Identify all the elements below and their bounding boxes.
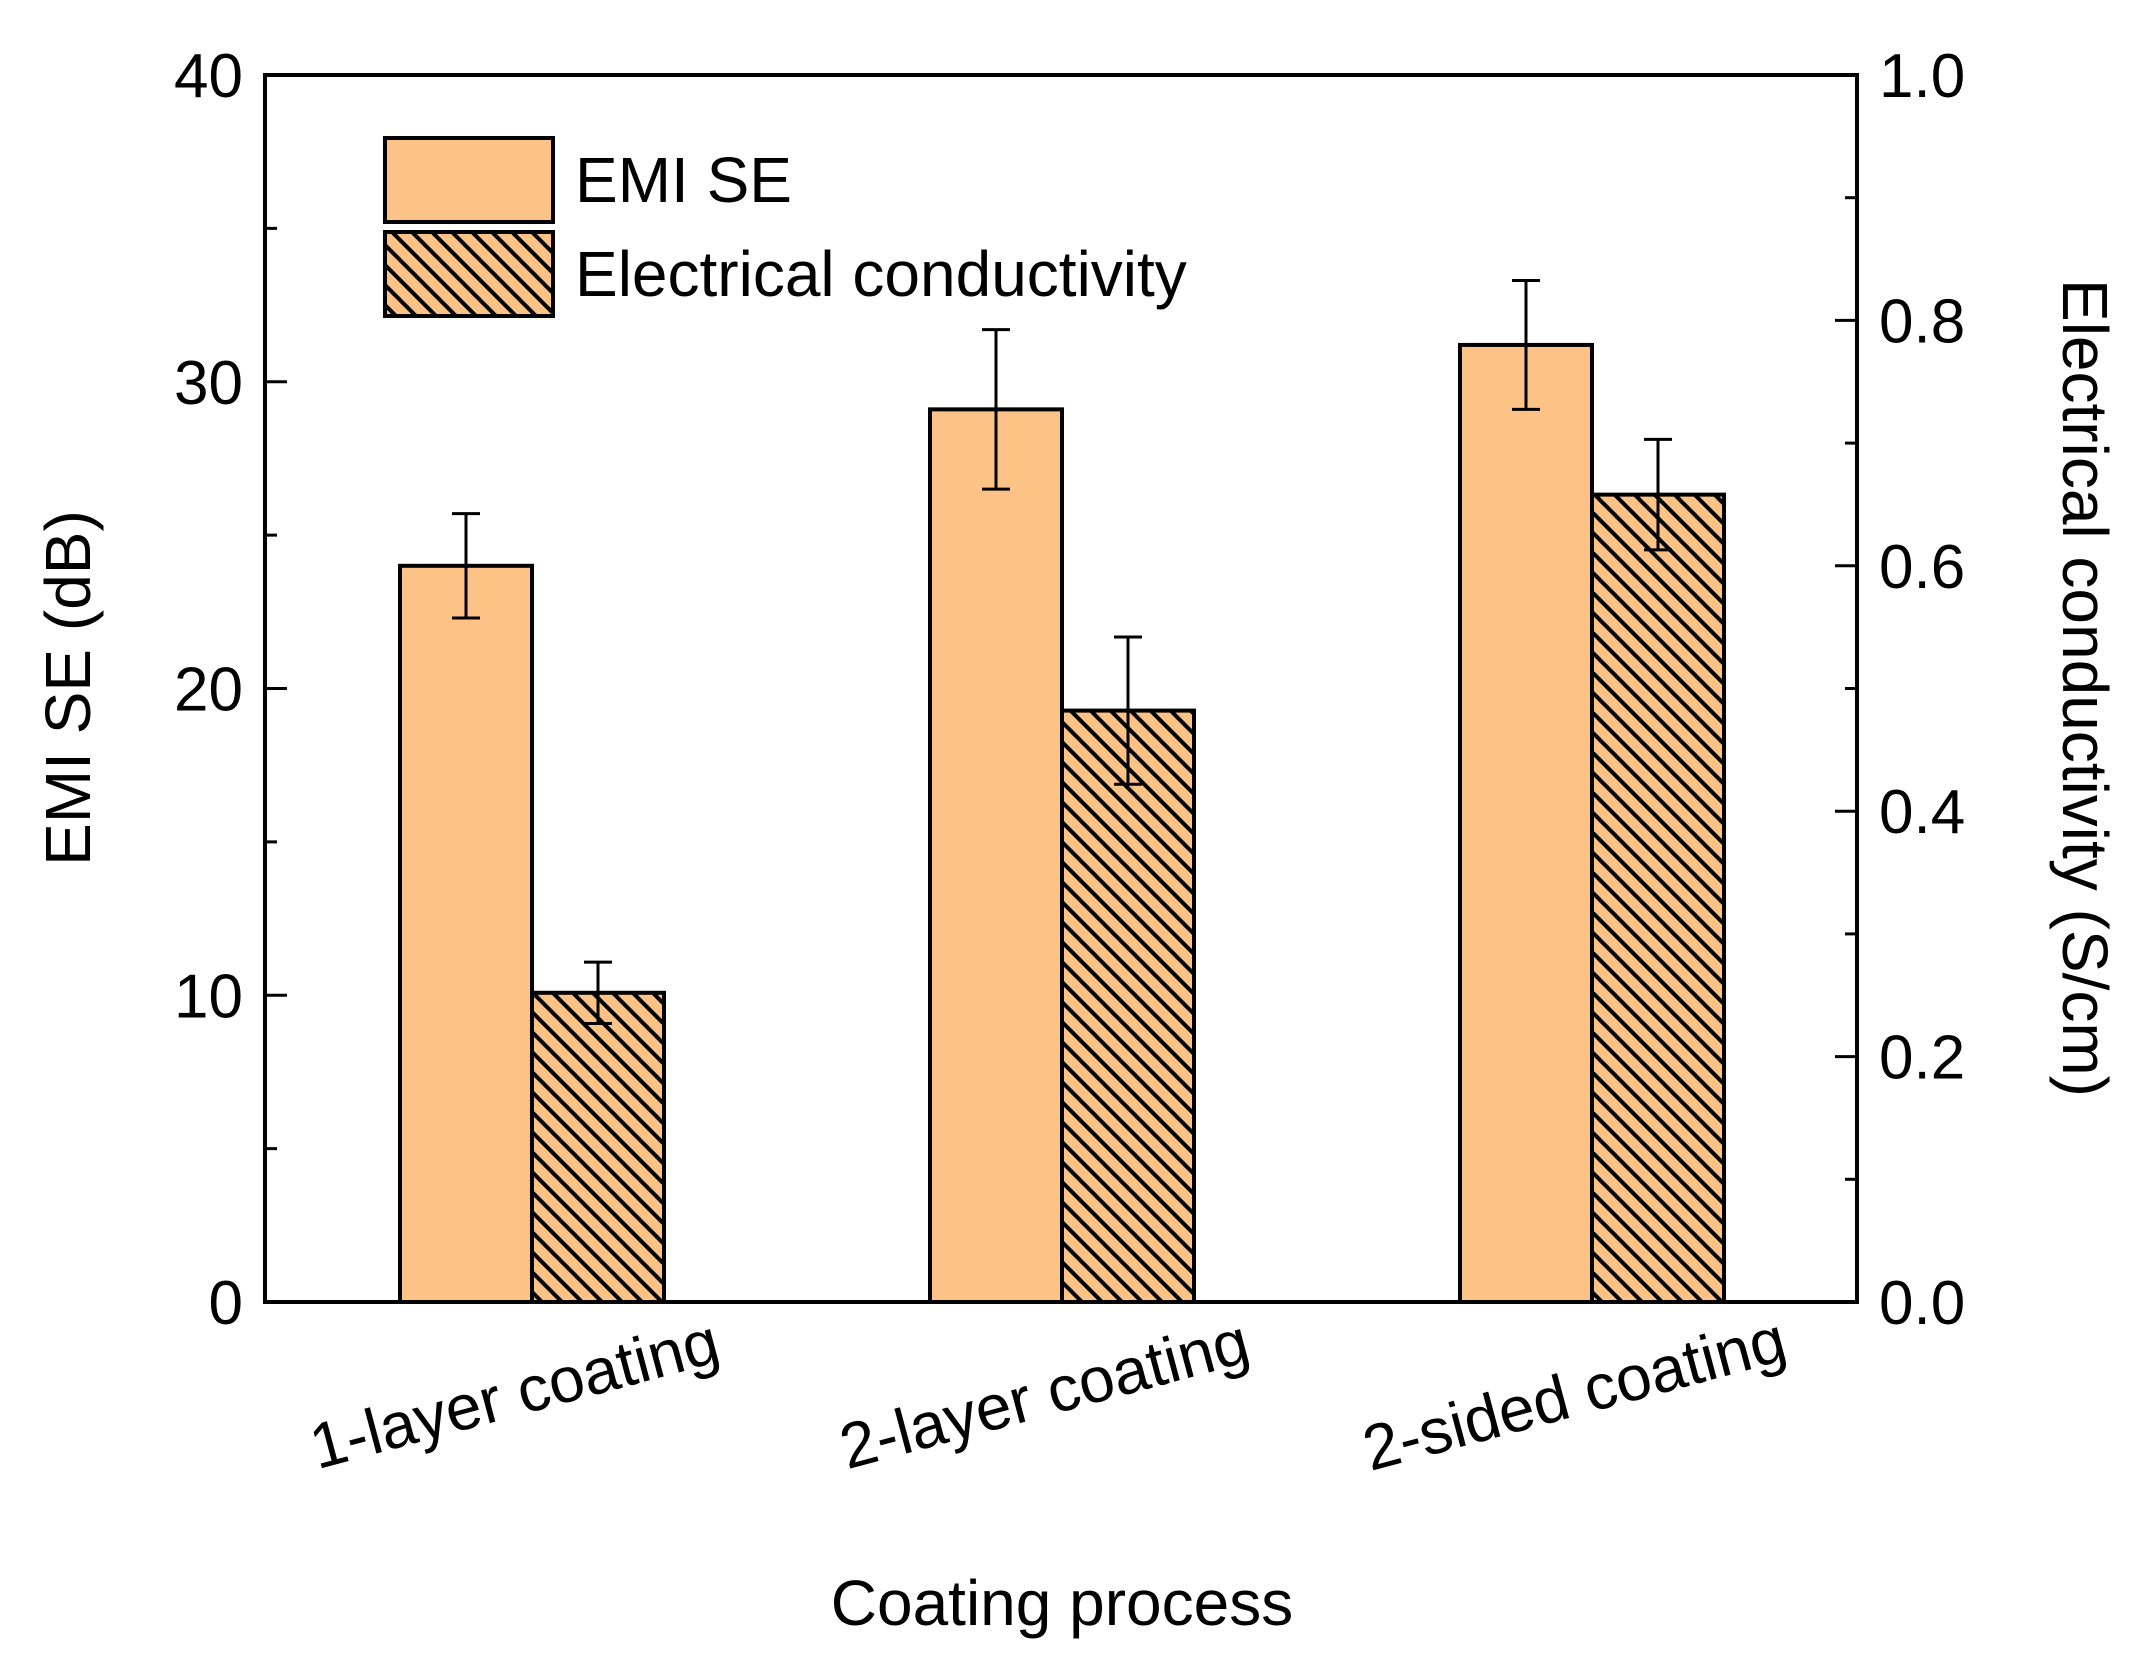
left-tick-label: 0: [209, 1269, 243, 1338]
conductivity-bar-2: [1060, 708, 1196, 1304]
x-axis-title: Coating process: [831, 1567, 1293, 1639]
left-tick-label: 40: [174, 42, 243, 111]
category-labels: 1-layer coating 2-layer coating 2-sided co…: [302, 1303, 1793, 1485]
right-tick-label: 0.0: [1879, 1269, 1965, 1338]
conductivity-error-bar-1: [584, 960, 612, 1025]
y-axis-right-title: Electrical conductivity (S/cm): [2049, 279, 2121, 1097]
right-tick-label: 0.2: [1879, 1024, 1965, 1093]
emi-se-error-bar-2: [982, 328, 1010, 491]
legend-swatch-conductivity: [383, 230, 555, 318]
right-tick-label: 0.8: [1879, 287, 1965, 356]
error-bars-group: [452, 279, 1672, 1025]
right-tick-label: 1.0: [1879, 42, 1965, 111]
left-tick-label: 30: [174, 349, 243, 418]
conductivity-error-bar-3: [1644, 437, 1672, 552]
emi-se-error-bar-1: [452, 512, 480, 620]
emi-se-bar-3: [1458, 342, 1594, 1304]
legend-label-emi-se: EMI SE: [575, 144, 792, 216]
category-label-1: 1-layer coating: [302, 1305, 726, 1483]
left-tick-label: 10: [174, 962, 243, 1031]
legend-label-conductivity: Electrical conductivity: [575, 238, 1187, 310]
legend-swatch-emi-se: [383, 136, 555, 224]
category-label-2: 2-layer coating: [832, 1305, 1256, 1483]
emi-se-bar-1: [398, 563, 534, 1304]
y-axis-left-title: EMI SE (dB): [32, 510, 104, 866]
left-tick-label: 20: [174, 656, 243, 725]
left-axis: 0 10 20 30 40: [174, 42, 287, 1338]
conductivity-bar-3: [1590, 492, 1726, 1305]
emi-se-error-bar-3: [1512, 279, 1540, 411]
category-label-3: 2-sided coating: [1355, 1303, 1793, 1485]
emi-se-bar-2: [928, 407, 1064, 1305]
right-axis: 0.0 0.2 0.4 0.6 0.8 1.0: [1835, 42, 1965, 1338]
bars-group: [398, 342, 1726, 1305]
right-tick-label: 0.6: [1879, 533, 1965, 602]
conductivity-error-bar-2: [1114, 635, 1142, 786]
conductivity-bar-1: [530, 990, 666, 1305]
legend: EMI SE Electrical conductivity: [383, 136, 1187, 318]
right-tick-label: 0.4: [1879, 778, 1965, 847]
